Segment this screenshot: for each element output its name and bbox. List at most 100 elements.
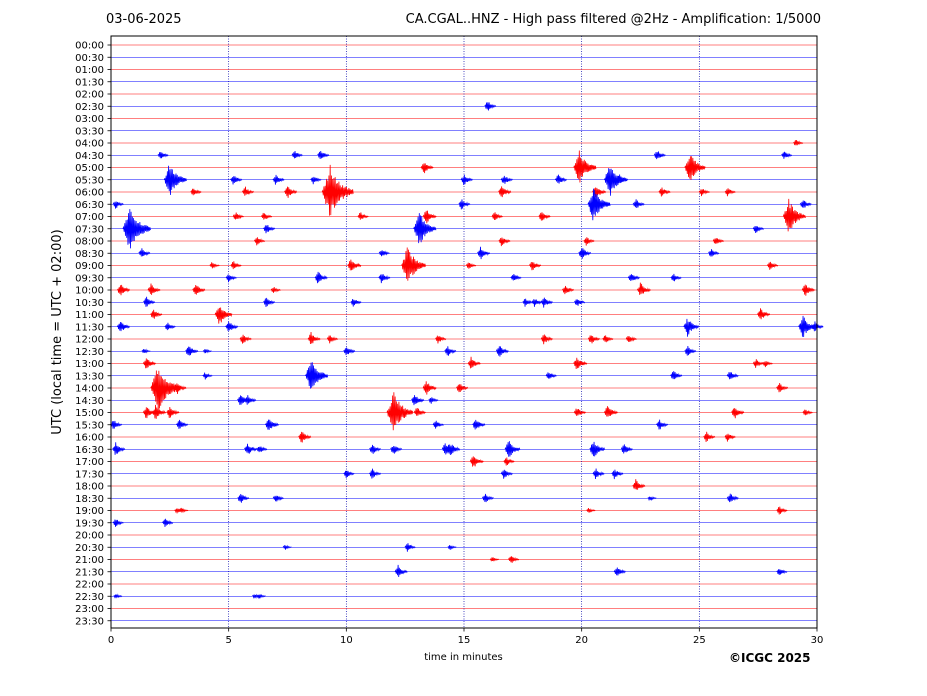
seismic-event	[703, 431, 716, 443]
seismic-event	[310, 176, 322, 185]
seismic-event	[282, 544, 292, 550]
seismic-event	[636, 282, 651, 295]
x-tick-label: 5	[225, 635, 231, 646]
y-tick-label: 17:00	[75, 457, 104, 468]
seismic-event	[529, 261, 542, 271]
seismic-event	[190, 188, 202, 196]
seismic-event	[752, 359, 765, 368]
y-tick-label: 08:00	[75, 237, 104, 248]
seismic-event	[265, 419, 279, 430]
seismic-event	[611, 469, 624, 480]
seismic-event	[209, 262, 220, 269]
seismic-event	[481, 493, 495, 503]
seismic-event	[272, 174, 285, 185]
seismic-event	[192, 285, 206, 295]
seismic-event	[162, 518, 174, 527]
y-tick-label: 06:00	[75, 188, 104, 199]
seismic-event	[357, 212, 369, 220]
seismic-event	[484, 102, 497, 111]
y-tick-label: 07:30	[75, 224, 104, 235]
seismic-event	[683, 318, 700, 337]
seismic-event	[401, 247, 426, 281]
y-tick-label: 09:30	[75, 273, 104, 284]
seismic-event	[632, 199, 645, 208]
seismic-event	[214, 307, 233, 324]
seismic-event	[465, 262, 477, 269]
x-tick-label: 30	[811, 635, 824, 646]
seismic-event	[232, 212, 244, 220]
seismic-event	[632, 479, 646, 490]
seismic-event	[435, 335, 447, 344]
seismic-event	[653, 151, 666, 160]
y-tick-label: 19:30	[75, 518, 104, 529]
seismic-event	[491, 212, 503, 220]
seismic-event	[656, 419, 669, 430]
seismic-event	[369, 468, 382, 479]
seismic-event	[592, 468, 605, 479]
seismic-event	[244, 443, 258, 454]
seismic-event	[477, 246, 491, 260]
seismic-event	[141, 348, 151, 354]
seismic-event	[291, 150, 303, 159]
seismic-event	[498, 237, 511, 247]
seismic-event	[469, 456, 484, 467]
seismic-event	[620, 444, 633, 454]
seismic-event	[802, 409, 813, 416]
y-tick-label: 01:00	[75, 65, 104, 76]
y-tick-label: 06:30	[75, 200, 104, 211]
seismic-event	[712, 238, 724, 244]
seismic-event	[138, 248, 151, 257]
y-tick-label: 00:30	[75, 53, 104, 64]
seismic-event	[270, 287, 281, 293]
x-tick-label: 15	[458, 635, 471, 646]
seismic-event	[150, 309, 163, 319]
seismic-event	[578, 248, 592, 259]
date-label: 03-06-2025	[106, 12, 182, 27]
seismic-event	[432, 420, 444, 429]
seismic-event	[244, 395, 257, 405]
seismic-event	[256, 446, 268, 453]
seismic-event	[122, 209, 151, 249]
seismic-event	[413, 408, 426, 416]
y-tick-label: 03:30	[75, 126, 104, 137]
seismic-event	[321, 164, 354, 216]
y-tick-label: 22:00	[75, 580, 104, 591]
seismic-event	[573, 357, 588, 370]
seismic-event	[164, 322, 176, 331]
y-axis-label: UTC (local time = UTC + 02:00)	[50, 229, 65, 434]
x-tick-label: 0	[108, 635, 114, 646]
seismic-event	[176, 419, 189, 429]
seismic-event	[113, 593, 123, 599]
seismic-event	[545, 372, 557, 379]
y-tick-label: 15:30	[75, 420, 104, 431]
seismic-event	[179, 507, 189, 514]
seismic-event	[684, 346, 697, 356]
seismic-event	[422, 210, 437, 224]
seismic-event	[350, 299, 362, 307]
seismic-event	[112, 442, 126, 455]
seismic-event	[166, 407, 180, 419]
seismic-event	[142, 358, 156, 369]
y-tick-label: 13:00	[75, 359, 104, 370]
seismic-event	[708, 249, 720, 257]
y-tick-label: 22:30	[75, 592, 104, 603]
seismic-event	[647, 496, 657, 502]
plot-title: CA.CGAL..HNZ - High pass filtered @2Hz -…	[405, 12, 821, 27]
seismic-event	[586, 507, 596, 513]
seismic-event	[724, 433, 736, 442]
seismic-event	[613, 567, 626, 576]
seismic-event	[684, 156, 706, 180]
seismic-event	[522, 298, 534, 307]
seismic-event	[202, 348, 212, 354]
y-tick-label: 21:00	[75, 555, 104, 566]
seismic-event	[458, 199, 471, 210]
seismic-event	[724, 188, 736, 197]
seismic-event	[143, 296, 156, 307]
seismic-event	[603, 406, 618, 417]
seismic-event	[762, 361, 773, 368]
y-tick-label: 18:30	[75, 494, 104, 505]
seismic-event	[793, 140, 804, 146]
seismic-event	[627, 274, 640, 281]
seismic-event	[766, 261, 779, 270]
